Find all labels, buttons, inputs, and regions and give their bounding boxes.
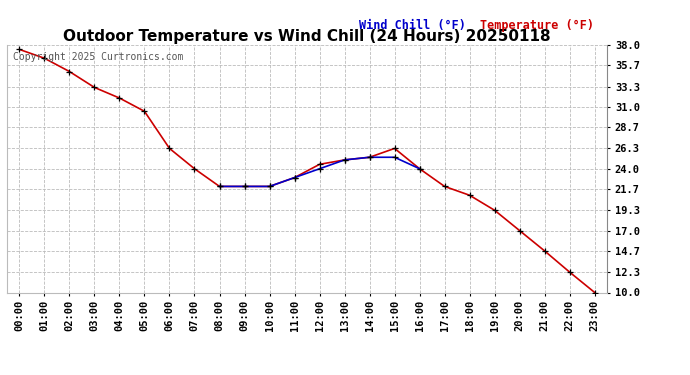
Text: Copyright 2025 Curtronics.com: Copyright 2025 Curtronics.com (13, 53, 184, 62)
Text: Temperature (°F): Temperature (°F) (480, 19, 593, 32)
Title: Outdoor Temperature vs Wind Chill (24 Hours) 20250118: Outdoor Temperature vs Wind Chill (24 Ho… (63, 29, 551, 44)
Text: Wind Chill (°F): Wind Chill (°F) (359, 19, 466, 32)
